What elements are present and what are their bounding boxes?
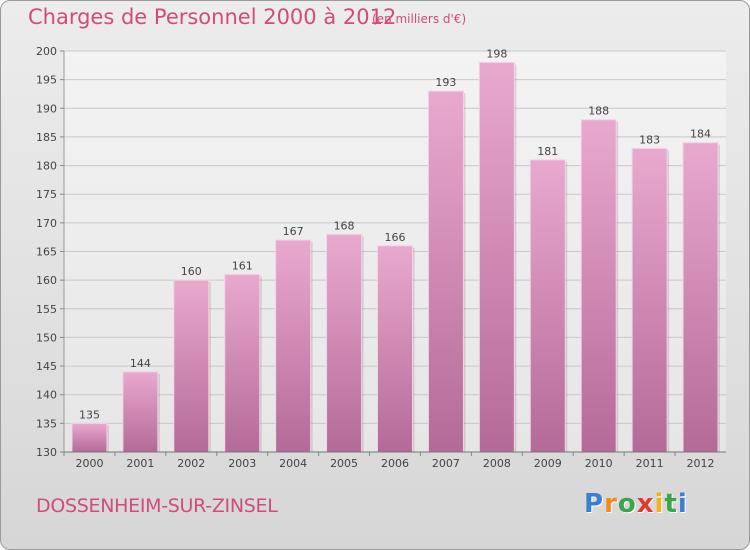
data-label-2000: 135	[79, 408, 100, 421]
y-tick-label: 170	[36, 217, 57, 230]
bar-2008[interactable]	[478, 61, 515, 453]
bar-2004[interactable]	[275, 239, 312, 453]
commune-name: DOSSENHEIM-SUR-ZINSEL	[36, 495, 278, 517]
logo-letter: P	[584, 489, 605, 519]
logo-letter: i	[654, 489, 665, 519]
logo-letter: r	[604, 489, 618, 519]
logo-letter: i	[677, 489, 688, 519]
bar-2000[interactable]	[71, 422, 108, 453]
logo-letter: x	[636, 489, 655, 519]
y-tick-label: 135	[36, 417, 57, 430]
y-tick-label: 200	[36, 45, 57, 58]
logo-letter: o	[617, 489, 637, 519]
x-tick-label-2009: 2009	[534, 457, 562, 470]
bar-2006[interactable]	[377, 245, 413, 453]
x-axis-ticks: 2000 2001 2002 2003 2004 2005 2006 2007 2008 2009…	[63, 452, 715, 470]
chart-title: Charges de Personnel 2000 à 2012	[28, 5, 397, 29]
bar-2012[interactable]	[682, 142, 719, 453]
data-label-2005: 168	[334, 219, 355, 232]
x-tick-label-2012: 2012	[687, 457, 715, 470]
x-tick-label-2011: 2011	[636, 457, 664, 470]
logo-letter: t	[664, 489, 678, 519]
y-tick-label: 145	[36, 360, 57, 373]
bar-2005[interactable]	[326, 233, 363, 453]
data-label-2006: 166	[385, 231, 406, 244]
y-tick-label: 195	[36, 74, 57, 87]
bar-2009[interactable]	[529, 159, 566, 453]
bar-2011[interactable]	[631, 147, 668, 453]
x-tick-label-2010: 2010	[585, 457, 613, 470]
y-tick-label: 155	[36, 303, 57, 316]
data-label-2003: 161	[232, 259, 253, 272]
data-label-2002: 160	[181, 265, 202, 278]
data-label-2008: 198	[486, 47, 507, 60]
bar-2007[interactable]	[427, 90, 464, 453]
x-tick-label-2000: 2000	[75, 457, 103, 470]
data-label-2010: 188	[588, 105, 609, 118]
x-tick-label-2001: 2001	[126, 457, 154, 470]
data-label-2001: 144	[130, 357, 151, 370]
y-tick-label: 140	[36, 389, 57, 402]
bar-2010[interactable]	[580, 119, 617, 453]
bar-2001[interactable]	[122, 371, 159, 453]
x-tick-label-2006: 2006	[381, 457, 409, 470]
y-tick-label: 130	[36, 446, 57, 459]
y-tick-label: 165	[36, 246, 57, 259]
y-tick-label: 185	[36, 131, 57, 144]
y-tick-label: 175	[36, 188, 57, 201]
y-tick-label: 180	[36, 160, 57, 173]
bar-2002[interactable]	[173, 279, 210, 453]
bar-2003[interactable]	[224, 273, 261, 453]
y-tick-label: 160	[36, 274, 57, 287]
chart-unit: (en milliers d'€)	[372, 12, 467, 26]
data-label-2011: 183	[639, 133, 660, 146]
x-tick-label-2002: 2002	[177, 457, 205, 470]
x-tick-label-2005: 2005	[330, 457, 358, 470]
x-tick-label-2004: 2004	[279, 457, 307, 470]
x-tick-label-2008: 2008	[483, 457, 511, 470]
proxiti-logo[interactable]: Proxiti	[584, 489, 688, 519]
x-tick-label-2007: 2007	[432, 457, 460, 470]
y-axis-ticks: 130 135 140 145 150 155 160 165 170 175 180 185 190 1…	[36, 45, 64, 459]
data-label-2004: 167	[283, 225, 304, 238]
y-tick-label: 190	[36, 102, 57, 115]
data-label-2009: 181	[537, 145, 558, 158]
x-tick-label-2003: 2003	[228, 457, 256, 470]
data-label-2012: 184	[690, 128, 711, 141]
y-tick-label: 150	[36, 331, 57, 344]
data-label-2007: 193	[435, 76, 456, 89]
